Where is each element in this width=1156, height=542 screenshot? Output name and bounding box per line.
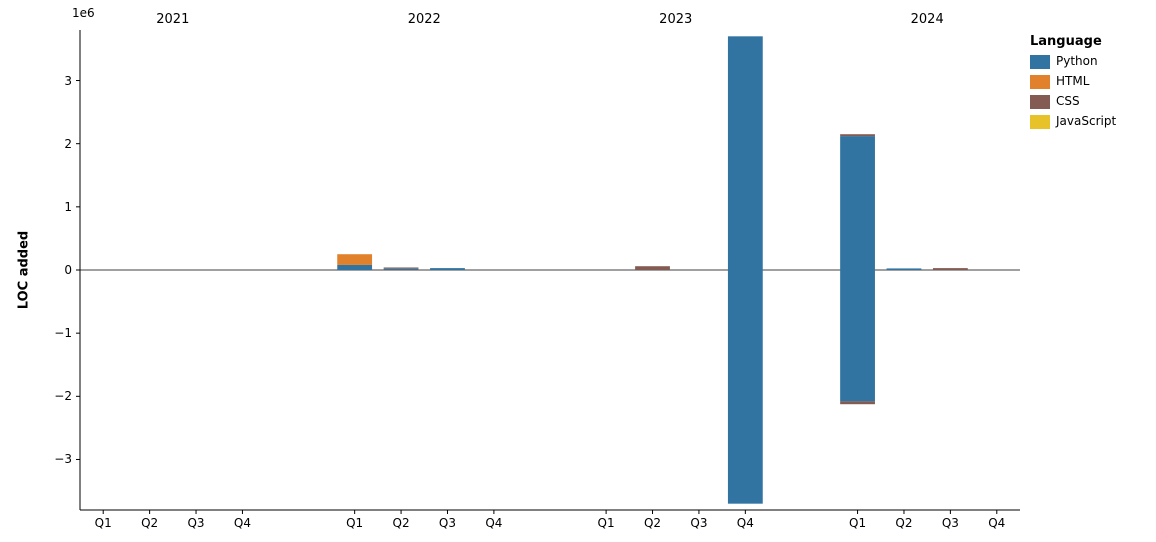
bar-segment: [635, 266, 670, 270]
legend-label: JavaScript: [1056, 114, 1116, 128]
quarter-label: Q2: [393, 516, 410, 530]
bar-segment: [337, 265, 372, 270]
y-exponent-label: 1e6: [72, 6, 95, 20]
bar-segment: [840, 401, 875, 404]
legend-title: Language: [1030, 34, 1102, 49]
year-label: 2022: [408, 12, 441, 27]
bar-segment: [933, 268, 968, 270]
bar-segment: [384, 267, 419, 268]
quarter-label: Q4: [485, 516, 502, 530]
quarter-label: Q4: [234, 516, 251, 530]
legend-label: CSS: [1056, 94, 1080, 108]
quarter-label: Q2: [644, 516, 661, 530]
legend-swatch: [1030, 75, 1050, 89]
legend-swatch: [1030, 55, 1050, 69]
quarter-label: Q3: [187, 516, 204, 530]
bar-segment: [337, 254, 372, 265]
y-axis-label: LOC added: [17, 231, 32, 309]
quarter-label: Q1: [95, 516, 112, 530]
year-label: 2023: [659, 12, 692, 27]
bar-segment: [430, 268, 465, 270]
bar-segment: [840, 136, 875, 270]
quarter-label: Q3: [942, 516, 959, 530]
legend-label: HTML: [1056, 74, 1089, 88]
quarter-label: Q1: [346, 516, 363, 530]
bar-segment: [384, 269, 419, 270]
bar-segment: [840, 270, 875, 401]
y-tick-label: −3: [54, 452, 72, 466]
chart-container: 1e6 LOC added Language Python HTML CSS Java…: [0, 0, 1156, 542]
quarter-label: Q3: [690, 516, 707, 530]
plot-area: [0, 0, 1156, 542]
quarter-label: Q3: [439, 516, 456, 530]
legend-label: Python: [1056, 54, 1098, 68]
bar-segment: [887, 268, 922, 270]
y-tick-label: −1: [54, 326, 72, 340]
bar-segment: [728, 36, 763, 270]
y-tick-label: 0: [64, 263, 72, 277]
legend-swatch: [1030, 115, 1050, 129]
quarter-label: Q4: [988, 516, 1005, 530]
quarter-label: Q2: [141, 516, 158, 530]
bar-segment: [728, 270, 763, 504]
quarter-label: Q4: [737, 516, 754, 530]
quarter-label: Q1: [849, 516, 866, 530]
year-label: 2021: [156, 12, 189, 27]
quarter-label: Q1: [598, 516, 615, 530]
legend-swatch: [1030, 95, 1050, 109]
bar-segment: [840, 134, 875, 136]
y-tick-label: 2: [64, 137, 72, 151]
year-label: 2024: [911, 12, 944, 27]
y-tick-label: −2: [54, 389, 72, 403]
y-tick-label: 3: [64, 74, 72, 88]
y-tick-label: 1: [64, 200, 72, 214]
quarter-label: Q2: [895, 516, 912, 530]
